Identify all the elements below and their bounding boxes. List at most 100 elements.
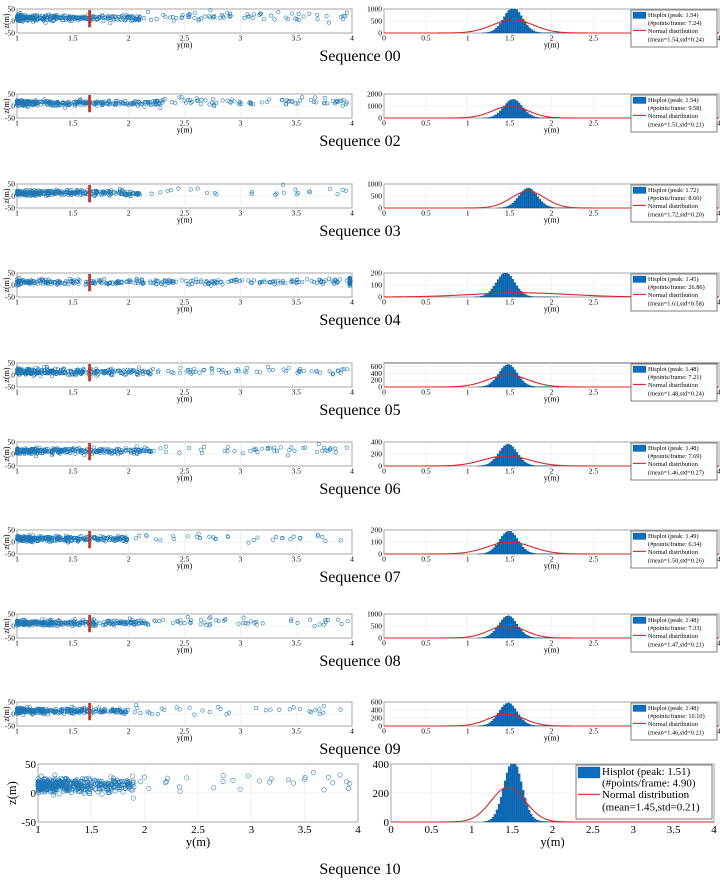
threshold-marker	[88, 364, 91, 382]
scatter-point	[76, 280, 81, 284]
scatter-point	[156, 368, 161, 373]
scatter-point	[163, 283, 168, 288]
scatter-point	[163, 444, 168, 449]
scatter-point	[92, 102, 97, 107]
scatter-point	[15, 448, 20, 453]
scatter-point	[341, 14, 346, 19]
histogram-x-tick-label: 0.5	[421, 298, 431, 307]
scatter-point	[318, 370, 322, 375]
histogram-x-tick-label: 0	[382, 727, 386, 736]
scatter-point	[289, 277, 294, 282]
histogram-bar	[501, 789, 505, 823]
scatter-point	[58, 450, 63, 455]
histogram-bar	[538, 32, 542, 34]
histogram-bar	[499, 276, 502, 298]
scatter-y-tick-label: 50	[8, 610, 16, 619]
histogram-bar	[526, 384, 529, 388]
scatter-point	[75, 192, 80, 197]
histogram-y-tick-label: 600	[371, 362, 383, 371]
scatter-point	[18, 281, 23, 286]
histogram-x-tick-label: 0.5	[425, 824, 439, 836]
legend-points-label: (#points/frame: 26.86)	[648, 284, 705, 291]
histogram-bar	[526, 723, 529, 727]
scatter-y-tick-label: 50	[8, 438, 16, 447]
histogram-bar	[482, 386, 485, 388]
scatter-point	[220, 14, 225, 19]
scatter-point	[344, 100, 349, 105]
scatter-point	[93, 449, 98, 454]
scatter-point	[190, 99, 195, 104]
histogram-y-tick-label: 1000	[367, 102, 382, 111]
scatter-x-tick-label: 1	[15, 298, 19, 307]
scatter-point	[216, 278, 221, 283]
scatter-x-axis-label: y(m)	[177, 216, 193, 225]
scatter-point	[162, 97, 167, 102]
histogram-bar	[509, 99, 512, 119]
histogram-bar	[522, 632, 525, 639]
histogram-bar	[532, 386, 535, 388]
scatter-point	[33, 454, 38, 459]
histogram-bar	[538, 820, 541, 823]
scatter-point	[57, 371, 62, 376]
histogram-x-tick-label: 2.5	[589, 388, 599, 397]
scatter-point	[146, 100, 151, 105]
scatter-point	[15, 367, 20, 372]
scatter-point	[23, 190, 28, 195]
scatter-point	[145, 10, 150, 15]
scatter-point	[301, 14, 306, 19]
scatter-panel: 1 1.5 2 2.5 3 3.5 4 50 0 -50 y(m) z(m)	[2, 438, 354, 483]
scatter-point	[140, 448, 145, 453]
scatter-point	[49, 449, 54, 454]
histogram-bar	[522, 790, 525, 823]
histogram-bar	[509, 531, 512, 555]
scatter-point	[94, 369, 99, 373]
scatter-point	[54, 16, 59, 21]
scatter-point	[55, 100, 60, 105]
scatter-point	[287, 448, 292, 453]
sequence-title: Sequence 09	[319, 741, 400, 758]
scatter-x-tick-label: 1.5	[68, 555, 78, 564]
scatter-point	[289, 445, 294, 450]
histogram-bar	[524, 633, 527, 639]
sequence-title: Sequence 00	[319, 48, 400, 65]
scatter-point	[281, 182, 285, 187]
scatter-point	[94, 190, 99, 195]
scatter-x-tick-label: 3	[249, 824, 255, 836]
sequence-row-0: 11.522.533.54500-50y(m)z(m)00.511.522.53…	[2, 5, 720, 66]
scatter-point	[41, 449, 46, 454]
histogram-bar	[488, 462, 491, 467]
scatter-point	[206, 282, 211, 287]
scatter-point	[293, 101, 298, 106]
scatter-point	[210, 15, 215, 20]
scatter-point	[198, 101, 203, 106]
scatter-point	[178, 365, 183, 370]
histogram-y-tick-label: 0	[378, 462, 382, 471]
scatter-point	[15, 446, 20, 451]
histogram-bar	[496, 112, 500, 119]
scatter-point	[68, 372, 72, 377]
scatter-point	[105, 281, 110, 286]
scatter-point	[22, 191, 27, 196]
scatter-y-tick-label: -50	[5, 550, 15, 559]
scatter-point	[270, 280, 275, 285]
scatter-y-tick-label: 50	[8, 526, 16, 535]
scatter-point	[184, 100, 189, 105]
histogram-bar	[505, 772, 509, 823]
scatter-point	[131, 14, 136, 19]
histogram-bar	[490, 31, 493, 34]
histogram-bar	[530, 636, 533, 639]
histogram-bar	[524, 110, 527, 119]
scatter-point	[77, 446, 82, 451]
histogram-bar	[494, 114, 498, 119]
histogram-bar	[524, 382, 527, 388]
scatter-point	[203, 282, 208, 287]
histogram-legend: Hisplot (peak: 1.54)(#points/frame: 9.58…	[630, 94, 718, 133]
scatter-point	[93, 100, 98, 105]
scatter-point	[147, 449, 152, 454]
histogram-bar	[507, 615, 510, 639]
scatter-point	[230, 97, 234, 102]
scatter-point	[225, 98, 230, 103]
scatter-x-tick-label: 3.5	[291, 119, 301, 128]
histogram-bar	[522, 381, 525, 388]
